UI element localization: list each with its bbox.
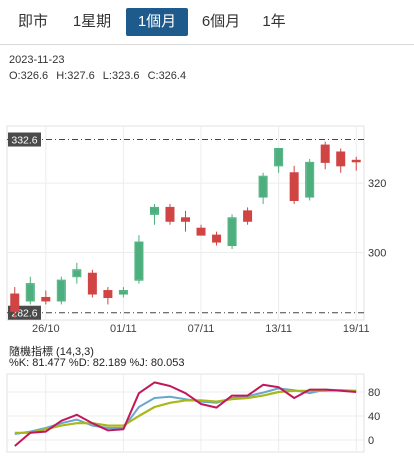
candle-body-fill	[150, 207, 158, 214]
indicator-values: %K: 81.477 %D: 82.189 %J: 80.053	[9, 357, 185, 369]
candle-body-fill	[259, 176, 267, 197]
tabs-divider	[0, 44, 414, 45]
candle-body	[10, 293, 20, 312]
selected-date: 2023-11-23	[9, 54, 65, 66]
candle-body	[212, 234, 222, 243]
candle-body-fill	[119, 291, 127, 294]
tab-1-year[interactable]: 1年	[262, 13, 286, 30]
candle-body-fill	[26, 284, 34, 301]
stochastic-chart[interactable]: 0 40 80	[0, 370, 414, 456]
candle-body	[243, 210, 253, 222]
candle-body	[181, 217, 190, 222]
candle-body-fill	[306, 162, 314, 197]
candle-body	[336, 151, 346, 167]
tab-1-week[interactable]: 1星期	[72, 13, 112, 30]
indicator-y-tick-label: 80	[368, 387, 380, 399]
candle-body	[351, 159, 361, 163]
candle-body	[87, 272, 97, 295]
x-tick-label: 01/11	[110, 323, 137, 335]
candle-body-fill	[73, 270, 81, 277]
low-value: L:323.6	[102, 70, 140, 82]
candle-body	[196, 227, 206, 236]
range-tabs: 即市 1星期 1個月 6個月 1年	[0, 0, 414, 44]
candle-body-fill	[228, 218, 236, 246]
indicator-series-j	[14, 381, 357, 447]
candle-body	[289, 172, 299, 201]
indicator-y-tick-label: 0	[368, 435, 374, 447]
candle-body-fill	[57, 280, 65, 301]
tab-6-months[interactable]: 6個月	[201, 13, 241, 30]
indicator-y-tick-label: 40	[368, 411, 380, 423]
candle-body	[41, 296, 51, 302]
candle-body-fill	[135, 242, 143, 280]
candle-body-fill	[275, 149, 283, 166]
high-value: H:327.6	[56, 70, 95, 82]
reference-label: 332.6	[11, 135, 37, 147]
reference-label-box	[8, 132, 41, 147]
tab-1-month[interactable]: 1個月	[126, 8, 188, 36]
x-tick-label: 07/11	[188, 323, 215, 335]
tab-realtime[interactable]: 即市	[17, 13, 48, 30]
ohlc-readout: O:326.6 H:327.6 L:323.6 C:326.4	[9, 70, 191, 82]
indicator-series-d	[14, 389, 357, 434]
indicator-frame	[6, 373, 365, 453]
y-tick-label: 320	[368, 178, 386, 190]
close-value: C:326.4	[147, 70, 187, 82]
candle-body	[103, 290, 113, 298]
candle-body	[320, 144, 330, 163]
x-tick-label: 19/11	[343, 323, 370, 335]
x-tick-label: 13/11	[265, 323, 292, 335]
y-tick-label: 300	[368, 247, 386, 259]
candle-body	[165, 206, 175, 222]
indicator-title: 隨機指標 (14,3,3)	[9, 346, 94, 358]
x-tick-label: 26/10	[32, 323, 60, 335]
open-value: O:326.6	[9, 70, 49, 82]
